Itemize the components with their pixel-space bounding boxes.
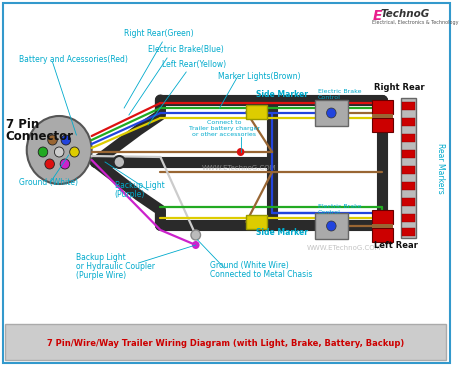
Text: Control: Control [318, 210, 341, 215]
Text: Marker Lights(Brown): Marker Lights(Brown) [218, 72, 300, 81]
Circle shape [327, 108, 336, 118]
Text: (Purple): (Purple) [115, 190, 145, 199]
Circle shape [55, 147, 64, 157]
Text: Ground (White Wire): Ground (White Wire) [210, 261, 289, 270]
Text: Ground (White): Ground (White) [19, 178, 78, 187]
Circle shape [327, 221, 336, 231]
Text: 7 Pin/Wire/Way Trailer Wiring Diagram (with Light, Brake, Battery, Backup): 7 Pin/Wire/Way Trailer Wiring Diagram (w… [47, 339, 404, 347]
Text: Connector: Connector [6, 130, 74, 143]
Bar [373, 224, 393, 228]
Text: Left Rear: Left Rear [374, 241, 418, 250]
Circle shape [114, 156, 125, 168]
Bar [373, 210, 393, 224]
Text: WWW.ETechnoG.COM: WWW.ETechnoG.COM [306, 245, 381, 251]
Text: Electrical, Electronics & Technology: Electrical, Electronics & Technology [373, 20, 459, 25]
Text: Connected to Metal Chasis: Connected to Metal Chasis [210, 270, 312, 279]
Bar [315, 213, 347, 239]
Text: TechnoG: TechnoG [380, 9, 429, 19]
Bar [373, 228, 393, 242]
Bar [373, 114, 393, 118]
Text: Right Rear: Right Rear [374, 83, 425, 92]
Bar [373, 100, 393, 114]
Circle shape [38, 147, 48, 157]
Bar [5, 324, 446, 360]
Circle shape [192, 241, 200, 249]
Circle shape [27, 116, 91, 184]
Text: Side Marker: Side Marker [256, 90, 308, 99]
Text: Electric Brake(Blue): Electric Brake(Blue) [148, 45, 224, 54]
Text: Left Rear(Yellow): Left Rear(Yellow) [162, 60, 227, 69]
Text: E: E [373, 9, 382, 23]
Bar [402, 214, 415, 222]
Bar [402, 182, 415, 190]
Bar [402, 102, 415, 110]
Text: Electric Brake: Electric Brake [318, 204, 362, 209]
Text: Rear Markers: Rear Markers [436, 143, 445, 193]
Bar [315, 100, 347, 126]
Bar [401, 98, 416, 238]
Bar [402, 166, 415, 174]
Circle shape [60, 159, 70, 169]
Bar [373, 118, 393, 132]
Text: Connect to
Trailer battery charger
or other accessories: Connect to Trailer battery charger or ot… [189, 120, 260, 137]
Circle shape [237, 148, 245, 156]
Text: 7 Pin: 7 Pin [6, 118, 39, 131]
Bar [402, 134, 415, 142]
Text: Side Marker: Side Marker [256, 228, 308, 237]
Bar [402, 118, 415, 126]
Circle shape [70, 147, 79, 157]
Bar [246, 105, 267, 119]
Text: Battery and Acessories(Red): Battery and Acessories(Red) [19, 55, 128, 64]
Bar [246, 215, 267, 229]
Text: Backup Light: Backup Light [76, 253, 126, 262]
Bar [402, 150, 415, 158]
Text: (Purple Wire): (Purple Wire) [76, 271, 127, 280]
Text: WWW.ETechnoG.COM: WWW.ETechnoG.COM [201, 165, 276, 171]
Text: Right Rear(Green): Right Rear(Green) [124, 29, 194, 38]
Text: Electric Brake: Electric Brake [318, 89, 362, 94]
Text: or Hydraulic Coupler: or Hydraulic Coupler [76, 262, 155, 271]
Bar [402, 198, 415, 206]
Circle shape [61, 135, 71, 145]
Text: Control: Control [318, 95, 341, 100]
Bar [402, 228, 415, 236]
Circle shape [191, 230, 201, 240]
Text: Backup Light: Backup Light [115, 181, 164, 190]
Circle shape [48, 135, 57, 145]
Circle shape [45, 159, 55, 169]
